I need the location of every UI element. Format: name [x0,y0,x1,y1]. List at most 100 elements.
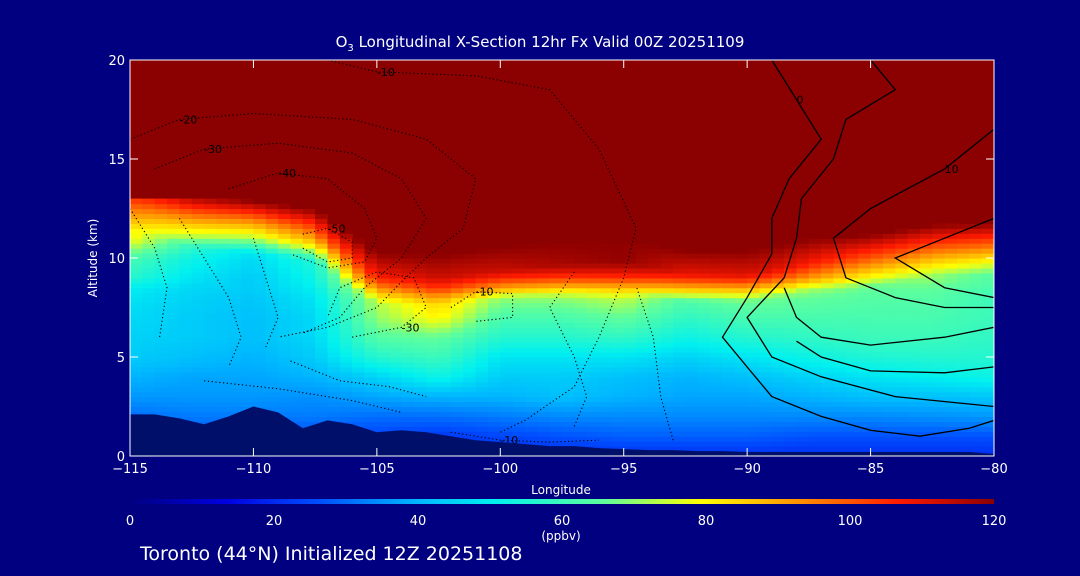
colorbar [130,499,994,504]
field-cell [722,361,736,368]
field-cell [907,282,921,289]
field-cell [450,272,464,279]
field-cell [339,243,353,249]
field-cell [586,352,600,358]
field-cell [204,317,217,323]
field-cell [919,327,933,333]
field-cell [524,357,538,363]
field-cell [278,376,292,383]
field-cell [278,357,292,363]
field-cell [537,243,551,249]
field-cell [599,267,612,274]
field-cell [204,258,217,264]
field-cell [673,421,687,427]
field-cell [932,282,946,289]
field-cell [710,312,724,318]
field-cell [228,342,242,348]
field-cell [290,322,304,328]
field-cell [858,436,872,442]
field-cell [858,421,872,427]
field-cell [833,317,847,323]
field-cell [858,406,872,413]
field-cell [228,406,242,413]
field-cell [167,406,180,413]
field-cell [969,302,983,309]
field-cell [722,431,736,437]
y-tick-label: 10 [108,252,125,267]
field-cell [389,371,403,378]
field-cell [327,253,341,259]
field-cell [932,258,946,264]
field-cell [796,302,810,309]
field-cell [845,416,859,422]
field-cell [944,262,958,269]
field-cell [895,297,909,304]
field-cell [870,371,884,378]
field-cell [944,267,958,274]
field-cell [599,332,612,338]
field-cell [907,446,921,452]
field-cell [722,337,736,343]
field-cell [154,233,168,239]
field-cell [154,203,168,210]
field-cell [253,317,267,323]
field-cell [167,223,180,229]
field-cell [463,302,477,309]
field-cell [673,282,687,289]
field-cell [808,416,822,422]
field-cell [549,441,563,447]
field-cell [648,446,662,452]
field-cell [673,416,687,422]
field-cell [376,401,390,408]
field-cell [191,228,205,234]
field-cell [562,386,575,393]
field-cell [895,441,909,447]
field-cell [487,248,501,254]
field-cell [537,421,551,427]
field-cell [919,361,933,368]
field-cell [364,282,378,289]
field-cell [636,282,649,289]
field-cell [438,352,452,358]
field-cell [956,332,970,338]
field-cell [327,332,341,338]
field-cell [623,342,637,348]
field-cell [611,262,625,269]
field-cell [265,223,279,229]
field-cell [833,436,847,442]
field-cell [549,258,563,264]
field-cell [907,233,921,239]
field-cell [586,327,600,333]
field-cell [944,337,958,343]
field-cell [512,297,526,304]
field-cell [463,277,477,284]
field-cell [574,391,588,398]
field-cell [241,297,255,304]
field-cell [241,238,255,244]
field-cell [401,307,415,314]
field-cell [463,312,477,318]
field-cell [895,366,909,373]
field-cell [858,262,872,269]
field-cell [389,396,403,403]
field-cell [228,258,242,264]
field-cell [759,411,773,417]
field-cell [944,322,958,328]
field-cell [549,248,563,254]
field-cell [932,253,946,259]
field-cell [228,327,242,333]
field-cell [895,307,909,314]
field-cell [586,253,600,259]
field-cell [932,446,946,452]
field-cell [932,401,946,408]
field-cell [549,347,563,353]
field-cell [636,238,649,244]
field-cell [821,371,835,378]
field-cell [784,342,798,348]
field-cell [932,391,946,398]
field-cell [438,371,452,378]
field-cell [858,292,872,299]
field-cell [204,198,217,205]
field-cell [191,233,205,239]
field-cell [167,322,180,328]
